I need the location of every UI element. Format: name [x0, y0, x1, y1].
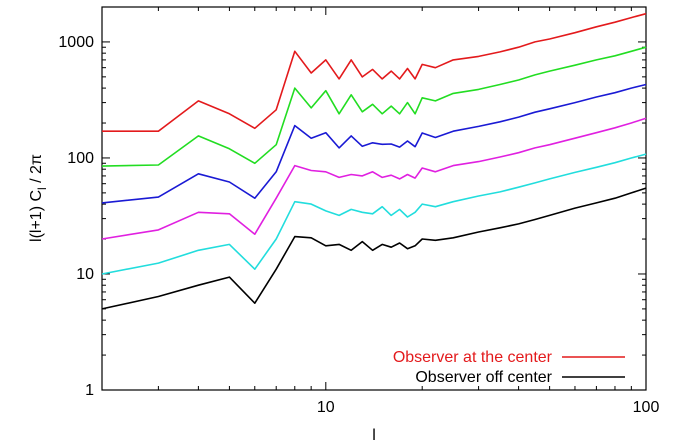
legend-label-off-center: Observer off center	[415, 369, 552, 386]
x-axis-label: l	[372, 427, 376, 444]
series-line-1	[102, 12, 647, 132]
series-line-6	[101, 187, 647, 310]
y-axis-label: l(l+1) Cl / 2π	[28, 154, 49, 242]
series-line-3	[101, 83, 647, 204]
legend-label-center: Observer at the center	[393, 349, 553, 366]
x-tick-label: 100	[633, 399, 660, 416]
y-axis-label-main: l(l+1) C	[28, 190, 45, 242]
y-axis-label-subscript: l	[35, 187, 49, 190]
y-tick-label: 100	[67, 150, 94, 167]
x-tick-label: 10	[317, 399, 335, 416]
plot-frame	[101, 6, 647, 391]
y-tick-label: 1	[85, 382, 94, 399]
y-tick-label: 1000	[58, 34, 94, 51]
legend: Observer at the center Observer off cent…	[393, 349, 625, 386]
series-line-4	[101, 117, 647, 240]
y-tick-label: 10	[76, 266, 94, 283]
y-axis-label-tail: / 2π	[28, 154, 45, 187]
series-line-5	[101, 153, 647, 275]
series-line-2	[101, 46, 647, 167]
